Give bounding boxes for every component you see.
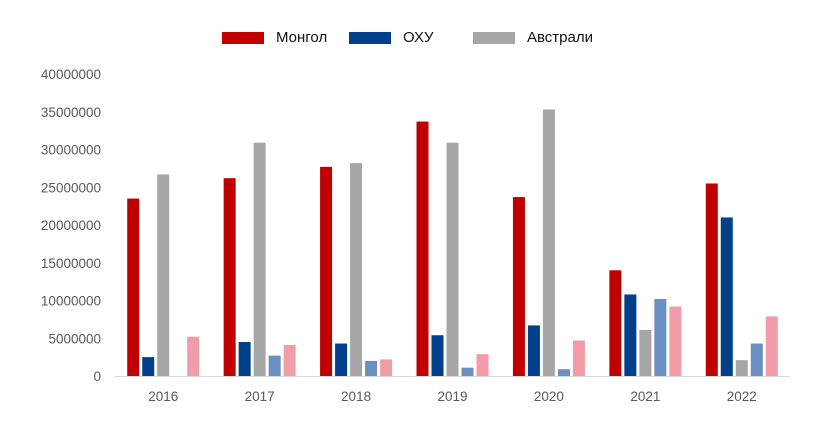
bar	[238, 342, 251, 376]
bar	[720, 217, 733, 376]
bar	[223, 178, 236, 376]
bar	[320, 166, 333, 376]
bar	[283, 345, 296, 376]
bar	[572, 340, 585, 376]
legend-label-mongol: Монгол	[276, 29, 328, 46]
bar-group	[127, 109, 778, 377]
bar	[669, 306, 682, 376]
legend-item-australia: Австрали	[473, 29, 593, 46]
x-tick-label: 2018	[341, 389, 371, 404]
bar	[639, 329, 652, 376]
bar	[557, 369, 570, 376]
x-tick-label: 2021	[630, 389, 660, 404]
bar	[253, 142, 266, 376]
bar	[461, 367, 474, 376]
bar	[416, 121, 429, 376]
bar	[624, 294, 637, 376]
y-tick-label: 10000000	[41, 294, 101, 309]
bar	[187, 336, 200, 376]
chart-legend: Монгол ОХУ Австрали	[0, 29, 833, 51]
bar	[380, 359, 393, 376]
bar	[705, 183, 718, 376]
bar	[127, 198, 140, 376]
bar	[609, 270, 622, 376]
legend-swatch-mongol	[222, 31, 264, 44]
y-tick-label: 5000000	[48, 331, 101, 346]
bar	[446, 142, 459, 376]
bar	[476, 354, 489, 376]
bar	[750, 343, 763, 376]
bar	[142, 357, 155, 376]
bar	[431, 335, 444, 376]
y-tick-label: 35000000	[41, 105, 101, 120]
legend-label-russia: ОХУ	[403, 29, 434, 46]
bar	[765, 316, 778, 376]
x-tick-label: 2016	[148, 389, 178, 404]
legend-item-russia: ОХУ	[349, 29, 434, 46]
y-tick-label: 30000000	[41, 143, 101, 158]
x-tick-label: 2019	[437, 389, 467, 404]
y-tick-label: 15000000	[41, 256, 101, 271]
legend-label-australia: Австрали	[527, 29, 593, 46]
x-tick-label: 2022	[727, 389, 757, 404]
legend-item-mongol: Монгол	[222, 29, 327, 46]
bar	[350, 163, 363, 376]
y-tick-label: 40000000	[41, 67, 101, 82]
bar	[512, 197, 525, 376]
bar	[157, 174, 170, 376]
bar	[542, 109, 555, 377]
x-tick-label: 2017	[245, 389, 275, 404]
bar	[365, 360, 378, 376]
bar	[527, 325, 540, 376]
y-tick-label: 20000000	[41, 218, 101, 233]
x-axis: 2016 2017 2018 2019 2020 2021 2022	[148, 389, 757, 404]
y-tick-label: 0	[93, 369, 101, 384]
y-tick-label: 25000000	[41, 180, 101, 195]
bar	[268, 355, 281, 376]
bar	[335, 343, 348, 376]
legend-swatch-russia	[349, 31, 391, 44]
bar	[735, 360, 748, 376]
legend-swatch-australia	[473, 31, 515, 44]
y-axis: 0 5000000 10000000 15000000 20000000 25000000…	[41, 67, 101, 384]
bar	[654, 298, 667, 376]
x-tick-label: 2020	[534, 389, 564, 404]
